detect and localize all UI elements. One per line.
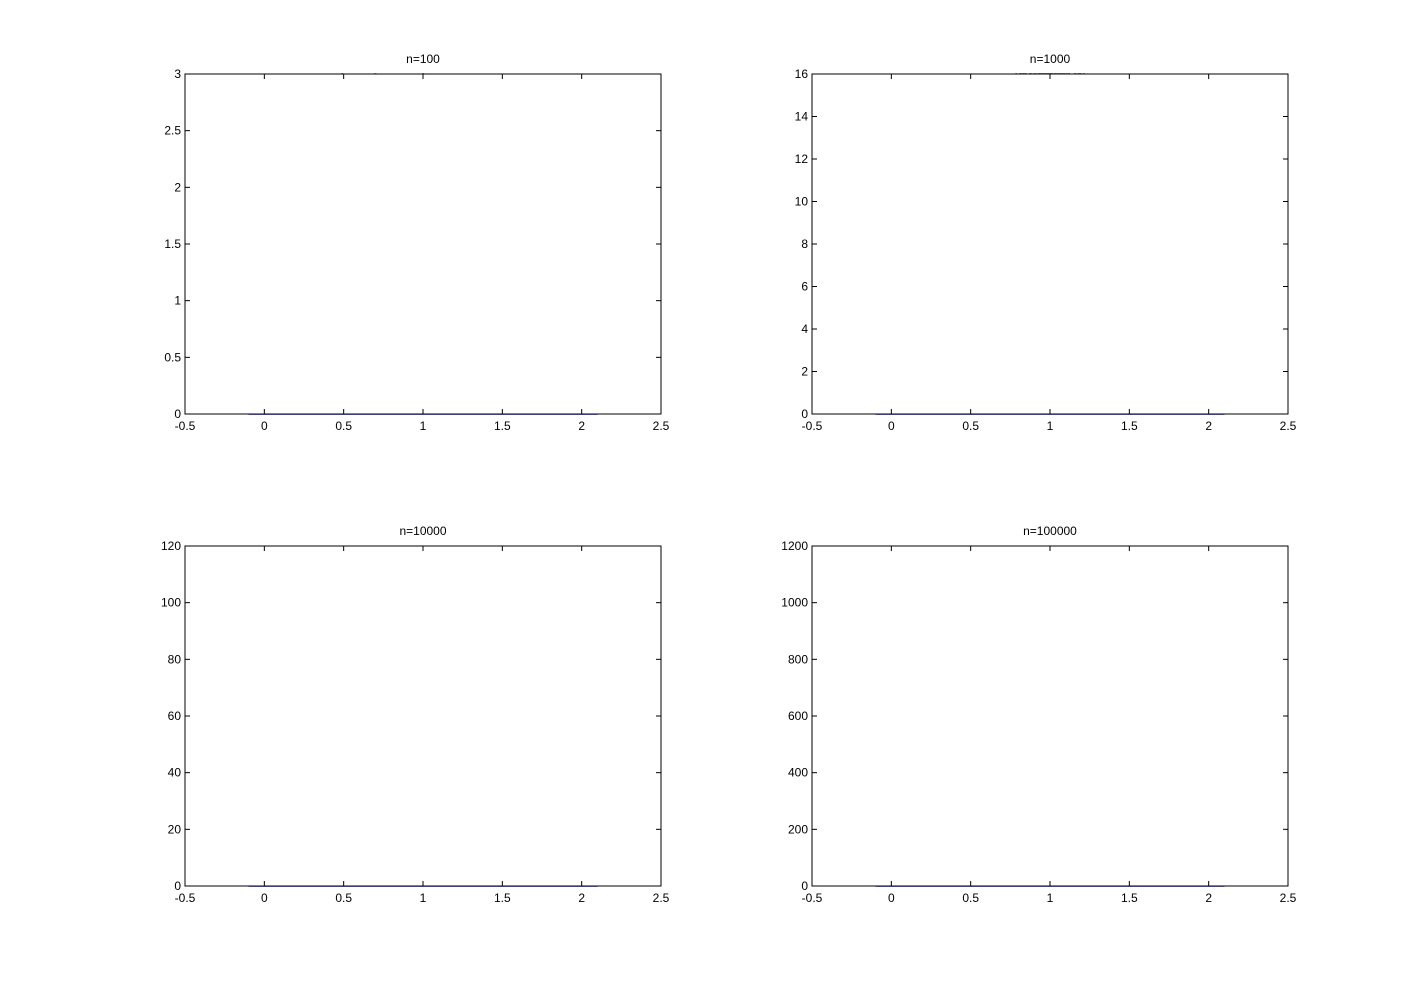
x-tick-label: 1.5 bbox=[494, 419, 511, 433]
y-tick-label: 200 bbox=[788, 822, 808, 836]
y-tick-label: 800 bbox=[788, 652, 808, 666]
x-tick-label: 0 bbox=[261, 419, 268, 433]
x-tick-label: 1 bbox=[1047, 891, 1054, 905]
x-tick-label: 2.5 bbox=[1280, 891, 1297, 905]
y-tick-label: 8 bbox=[801, 237, 808, 251]
y-tick-label: 400 bbox=[788, 766, 808, 780]
x-tick-label: 2 bbox=[578, 419, 585, 433]
axes-frame bbox=[184, 545, 662, 887]
histogram-panel-n100: -0.5 0 0.5 1 1.5 2 2.500.511.522.53n=100 bbox=[164, 52, 669, 433]
y-tick-label: 20 bbox=[168, 822, 182, 836]
y-tick-label: 10 bbox=[795, 195, 809, 209]
panel-title: n=1000 bbox=[1030, 52, 1071, 66]
y-tick-label: 60 bbox=[168, 709, 182, 723]
x-tick-label: 1 bbox=[1047, 419, 1054, 433]
x-tick-label: -0.5 bbox=[802, 419, 823, 433]
y-tick-label: 40 bbox=[168, 766, 182, 780]
x-tick-label: 0 bbox=[888, 419, 895, 433]
x-tick-label: -0.5 bbox=[802, 891, 823, 905]
x-tick-label: -0.5 bbox=[175, 891, 196, 905]
y-tick-label: 80 bbox=[168, 652, 182, 666]
y-tick-label: 120 bbox=[161, 539, 181, 553]
y-tick-label: 0.5 bbox=[164, 350, 181, 364]
y-tick-label: 1.5 bbox=[164, 237, 181, 251]
y-tick-label: 6 bbox=[801, 280, 808, 294]
x-tick-label: 1.5 bbox=[1121, 891, 1138, 905]
y-tick-label: 16 bbox=[795, 67, 809, 81]
x-tick-label: 2 bbox=[1205, 419, 1212, 433]
y-tick-label: 2 bbox=[801, 365, 808, 379]
y-tick-label: 1000 bbox=[781, 596, 808, 610]
y-tick-label: 4 bbox=[801, 322, 808, 336]
y-tick-label: 3 bbox=[174, 67, 181, 81]
y-tick-label: 2 bbox=[174, 180, 181, 194]
x-tick-label: 0 bbox=[888, 891, 895, 905]
x-tick-label: -0.5 bbox=[175, 419, 196, 433]
x-tick-label: 1 bbox=[420, 891, 427, 905]
x-tick-label: 0.5 bbox=[962, 419, 979, 433]
y-tick-label: 0 bbox=[174, 879, 181, 893]
x-tick-label: 2.5 bbox=[653, 891, 670, 905]
x-tick-label: 2.5 bbox=[653, 419, 670, 433]
y-tick-label: 14 bbox=[795, 110, 809, 124]
axes-frame bbox=[184, 73, 662, 415]
y-tick-label: 2.5 bbox=[164, 124, 181, 138]
x-tick-label: 2 bbox=[1205, 891, 1212, 905]
histogram-panel-n100000: -0.5 0 0.5 1 1.5 2 2.5020040060080010001200n=1… bbox=[781, 524, 1296, 905]
y-tick-label: 0 bbox=[174, 407, 181, 421]
x-tick-label: 0.5 bbox=[335, 419, 352, 433]
x-tick-label: 0.5 bbox=[335, 891, 352, 905]
x-tick-label: 0.5 bbox=[962, 891, 979, 905]
axes-frame bbox=[811, 545, 1289, 887]
panel-title: n=100 bbox=[406, 52, 440, 66]
y-tick-label: 1200 bbox=[781, 539, 808, 553]
x-tick-label: 2.5 bbox=[1280, 419, 1297, 433]
y-tick-label: 0 bbox=[801, 879, 808, 893]
x-tick-label: 1.5 bbox=[494, 891, 511, 905]
y-tick-label: 600 bbox=[788, 709, 808, 723]
panel-title: n=100000 bbox=[1023, 524, 1077, 538]
x-tick-label: 2 bbox=[578, 891, 585, 905]
x-tick-label: 1 bbox=[420, 419, 427, 433]
axes-frame bbox=[811, 73, 1289, 415]
y-tick-label: 1 bbox=[174, 294, 181, 308]
y-tick-label: 0 bbox=[801, 407, 808, 421]
y-tick-label: 12 bbox=[795, 152, 809, 166]
y-tick-label: 100 bbox=[161, 596, 181, 610]
x-tick-label: 0 bbox=[261, 891, 268, 905]
x-tick-label: 1.5 bbox=[1121, 419, 1138, 433]
panel-title: n=10000 bbox=[399, 524, 446, 538]
